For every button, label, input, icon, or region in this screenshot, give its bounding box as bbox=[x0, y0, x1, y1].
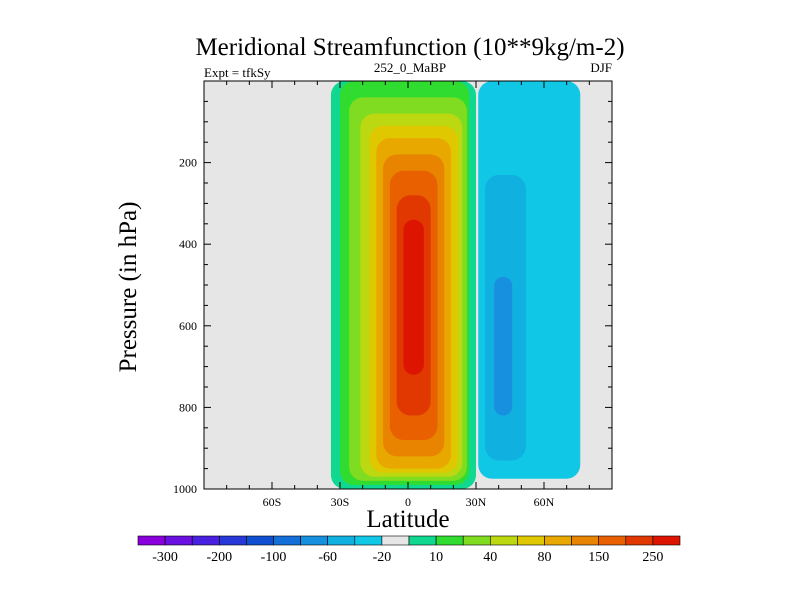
season-label: DJF bbox=[590, 60, 612, 75]
colorbar-label: 10 bbox=[429, 550, 443, 565]
x-axis-label: Latitude bbox=[366, 506, 449, 533]
y-tick-label: 800 bbox=[179, 400, 197, 414]
colorbar-box bbox=[164, 535, 193, 546]
colorbar-box bbox=[517, 535, 545, 546]
colorbar-label: -200 bbox=[206, 550, 232, 565]
colorbar-label: 250 bbox=[642, 550, 663, 565]
x-tick-label: 60N bbox=[534, 495, 555, 509]
colorbar-box bbox=[354, 535, 383, 546]
colorbar-box bbox=[381, 535, 410, 546]
y-axis-label: Pressure (in hPa) bbox=[115, 202, 142, 373]
colorbar-label: 80 bbox=[538, 550, 552, 565]
y-axis-ticks: 200 400 600 800 1000 bbox=[173, 80, 612, 496]
colorbar-box bbox=[327, 535, 356, 546]
colorbar-box bbox=[191, 535, 220, 546]
colorbar-box bbox=[462, 535, 491, 546]
colorbar-box bbox=[273, 535, 301, 546]
colorbar-box bbox=[219, 535, 247, 546]
chart-title: Meridional Streamfunction (10**9kg/m-2) bbox=[195, 34, 624, 61]
colorbar-label: -300 bbox=[152, 550, 178, 565]
colorbar-labels: -300 -200 -100 -60 -20 10 40 80 150 250 bbox=[152, 550, 663, 565]
colorbar-box bbox=[598, 535, 627, 546]
colorbar-box bbox=[489, 535, 518, 546]
colorbar-box bbox=[625, 535, 654, 546]
y-tick-label: 200 bbox=[179, 156, 197, 170]
plot-area bbox=[203, 80, 613, 490]
y-tick-label: 1000 bbox=[173, 482, 197, 496]
period-label: 252_0_MaBP bbox=[374, 60, 446, 75]
y-tick-label: 600 bbox=[179, 319, 197, 333]
colorbar-box bbox=[300, 535, 329, 546]
colorbar-box bbox=[571, 535, 599, 546]
x-tick-label: 60S bbox=[263, 495, 282, 509]
x-axis-ticks: 60S 30S 0 30N 60N bbox=[203, 81, 613, 509]
x-tick-label: 30N bbox=[466, 495, 487, 509]
colorbar-label: -20 bbox=[373, 550, 392, 565]
colorbar-box bbox=[435, 535, 464, 546]
colorbar-box bbox=[408, 535, 437, 546]
colorbar-box bbox=[544, 535, 572, 546]
colorbar bbox=[137, 535, 681, 546]
contour-region-12 bbox=[494, 276, 513, 416]
colorbar-box bbox=[137, 535, 166, 546]
x-tick-label: 30S bbox=[331, 495, 350, 509]
colorbar-label: 40 bbox=[483, 550, 497, 565]
x-tick-label: 0 bbox=[405, 495, 411, 509]
contour-region-9 bbox=[403, 219, 424, 375]
colorbar-label: -100 bbox=[261, 550, 287, 565]
y-tick-label: 400 bbox=[179, 237, 197, 251]
colorbar-box bbox=[246, 535, 274, 546]
colorbar-label: 150 bbox=[588, 550, 609, 565]
expt-label: Expt = tfkSy bbox=[204, 65, 271, 80]
contour-fills bbox=[330, 81, 581, 489]
colorbar-label: -60 bbox=[318, 550, 337, 565]
colorbar-box bbox=[652, 535, 681, 546]
